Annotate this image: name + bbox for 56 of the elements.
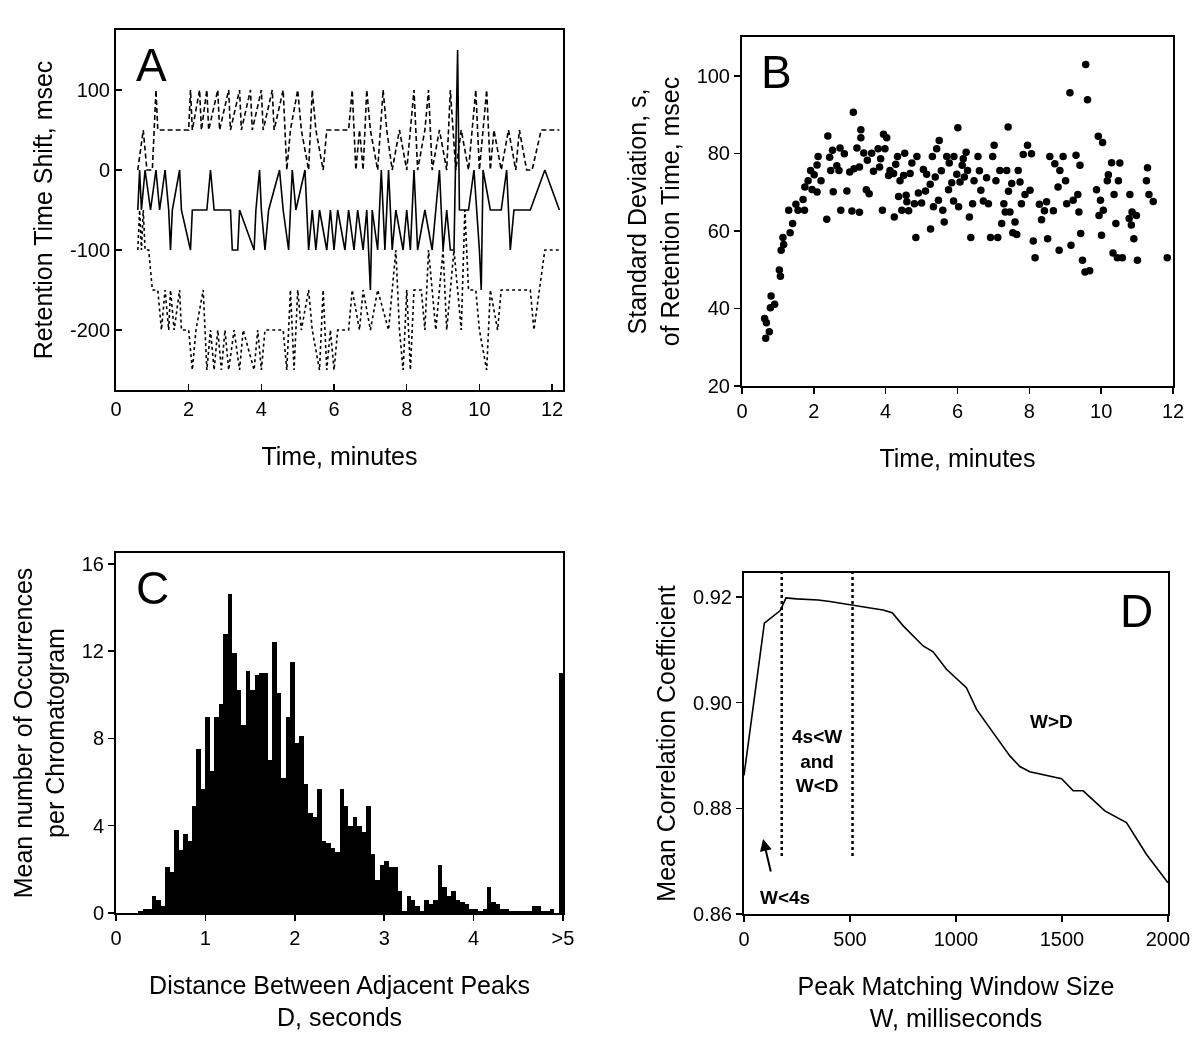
y-tick-label: 0 <box>92 902 104 924</box>
x-tick-label: 10 <box>1090 400 1113 422</box>
x-tick-label: 4 <box>255 398 267 420</box>
y-axis-title: Mean Correlation Coefficient <box>652 585 681 902</box>
y-tick-label: 100 <box>696 64 730 87</box>
y-axis-title: Retention Time Shift, msec <box>29 60 58 360</box>
y-tick-label: 0.92 <box>693 585 732 608</box>
annotation: 4s<W and W<D <box>792 726 843 797</box>
x-tick-label: 0 <box>736 400 748 422</box>
y-axis-title: Mean number of Occurrences per Chromatogram <box>8 567 69 899</box>
x-tick-label: 2 <box>289 927 301 949</box>
x-tick-label: 1000 <box>933 928 979 950</box>
x-tick-label: 0 <box>738 928 750 950</box>
y-tick-label: 12 <box>81 640 104 663</box>
y-tick-label: 8 <box>92 727 104 750</box>
x-tick-label: 2 <box>183 398 195 420</box>
x-tick-label: 500 <box>833 928 867 950</box>
y-tick-label: 0 <box>98 159 110 181</box>
x-tick-label: 1 <box>199 927 211 949</box>
y-tick-label: 60 <box>707 219 730 242</box>
y-tick-label: 0.88 <box>693 797 732 820</box>
y-tick-label: 80 <box>707 142 730 165</box>
x-axis-title: Time, minutes <box>261 441 418 470</box>
y-tick-label: 4 <box>92 814 104 837</box>
x-tick-label: 12 <box>1161 400 1185 422</box>
annotation: C <box>136 562 170 614</box>
x-tick-label: 1500 <box>1039 928 1085 950</box>
x-tick-label: 3 <box>378 927 390 949</box>
y-tick-label: 0.86 <box>693 903 732 925</box>
y-tick-label: 40 <box>707 297 730 320</box>
annotation: D <box>1120 585 1154 637</box>
annotation: A <box>136 39 167 91</box>
y-tick-label: 0.90 <box>693 691 732 714</box>
annotation: W>D <box>1030 711 1073 732</box>
x-tick-label: 2 <box>808 400 820 422</box>
y-tick-label: 16 <box>81 552 104 575</box>
annotation: W<4s <box>760 887 811 908</box>
x-axis-title: Peak Matching Window Size W, milliseconds <box>797 971 1115 1032</box>
annotation: B <box>761 46 792 98</box>
y-tick-label: -200 <box>69 319 110 341</box>
y-tick-label: -100 <box>69 239 110 261</box>
x-tick-label: 8 <box>401 398 413 420</box>
x-tick-label: 12 <box>540 398 564 420</box>
y-tick-label: 100 <box>76 79 110 101</box>
x-tick-label: 10 <box>468 398 491 420</box>
x-tick-label: >5 <box>551 927 575 949</box>
x-axis-title: Time, minutes <box>879 443 1036 472</box>
x-tick-label: 4 <box>880 400 892 422</box>
x-tick-label: 8 <box>1023 400 1035 422</box>
x-axis-title: Distance Between Adjacent Peaks D, seconds <box>149 970 530 1031</box>
x-tick-label: 4 <box>468 927 480 949</box>
x-tick-label: 6 <box>951 400 964 422</box>
y-tick-label: 20 <box>707 375 730 397</box>
x-tick-label: 6 <box>328 398 340 420</box>
y-axis-title: Standard Deviation, s, of Retention Time, msec <box>623 76 684 347</box>
x-tick-label: 2000 <box>1145 928 1191 950</box>
